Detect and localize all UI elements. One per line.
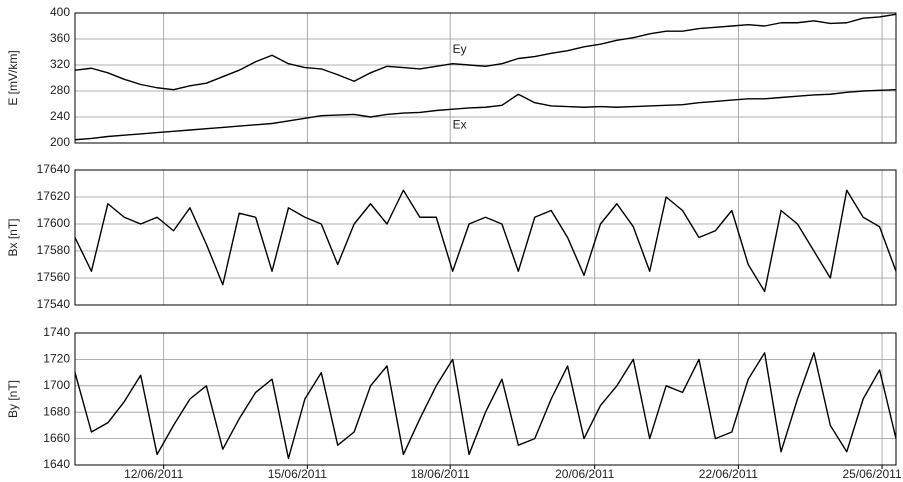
x-tick-label: 15/06/2011: [268, 467, 327, 481]
y-tick-label: 17560: [37, 270, 71, 284]
data-line: [74, 89, 897, 141]
y-tick-label: 17540: [37, 297, 71, 311]
x-tick-label: 25/06/2011: [842, 467, 901, 481]
y-tick-label: 360: [50, 31, 70, 45]
plot-frame: [74, 332, 897, 466]
x-tick-label: 18/06/2011: [411, 467, 470, 481]
y-tick-label: 1720: [43, 352, 70, 366]
y-tick-label: 1640: [43, 457, 70, 471]
plot-frame: [74, 169, 897, 306]
y-tick-label: 1740: [43, 325, 70, 339]
y-tick-label: 17600: [37, 216, 71, 230]
y-tick-label: 1680: [43, 404, 70, 418]
y-tick-label: 17580: [37, 243, 71, 257]
y-tick-label: 240: [50, 109, 70, 123]
y-axis-label: E [mV/km]: [6, 50, 20, 105]
y-tick-label: 17640: [37, 162, 71, 176]
x-tick-label: 12/06/2011: [124, 467, 183, 481]
data-line: [74, 13, 897, 91]
y-tick-label: 320: [50, 57, 70, 71]
series-label: Ey: [453, 42, 467, 56]
series-label: Ex: [453, 117, 467, 131]
plot-frame: [74, 12, 897, 144]
x-tick-label: 22/06/2011: [699, 467, 758, 481]
x-tick-label: 20/06/2011: [555, 467, 614, 481]
data-line: [74, 352, 897, 460]
y-axis-label: Bx [nT]: [6, 218, 20, 256]
y-tick-label: 400: [50, 5, 70, 19]
y-tick-label: 1700: [43, 378, 70, 392]
y-axis-label: By [nT]: [6, 380, 20, 418]
y-tick-label: 280: [50, 83, 70, 97]
y-tick-label: 17620: [37, 189, 71, 203]
y-tick-label: 200: [50, 135, 70, 149]
y-tick-label: 1660: [43, 431, 70, 445]
data-line: [74, 189, 897, 293]
